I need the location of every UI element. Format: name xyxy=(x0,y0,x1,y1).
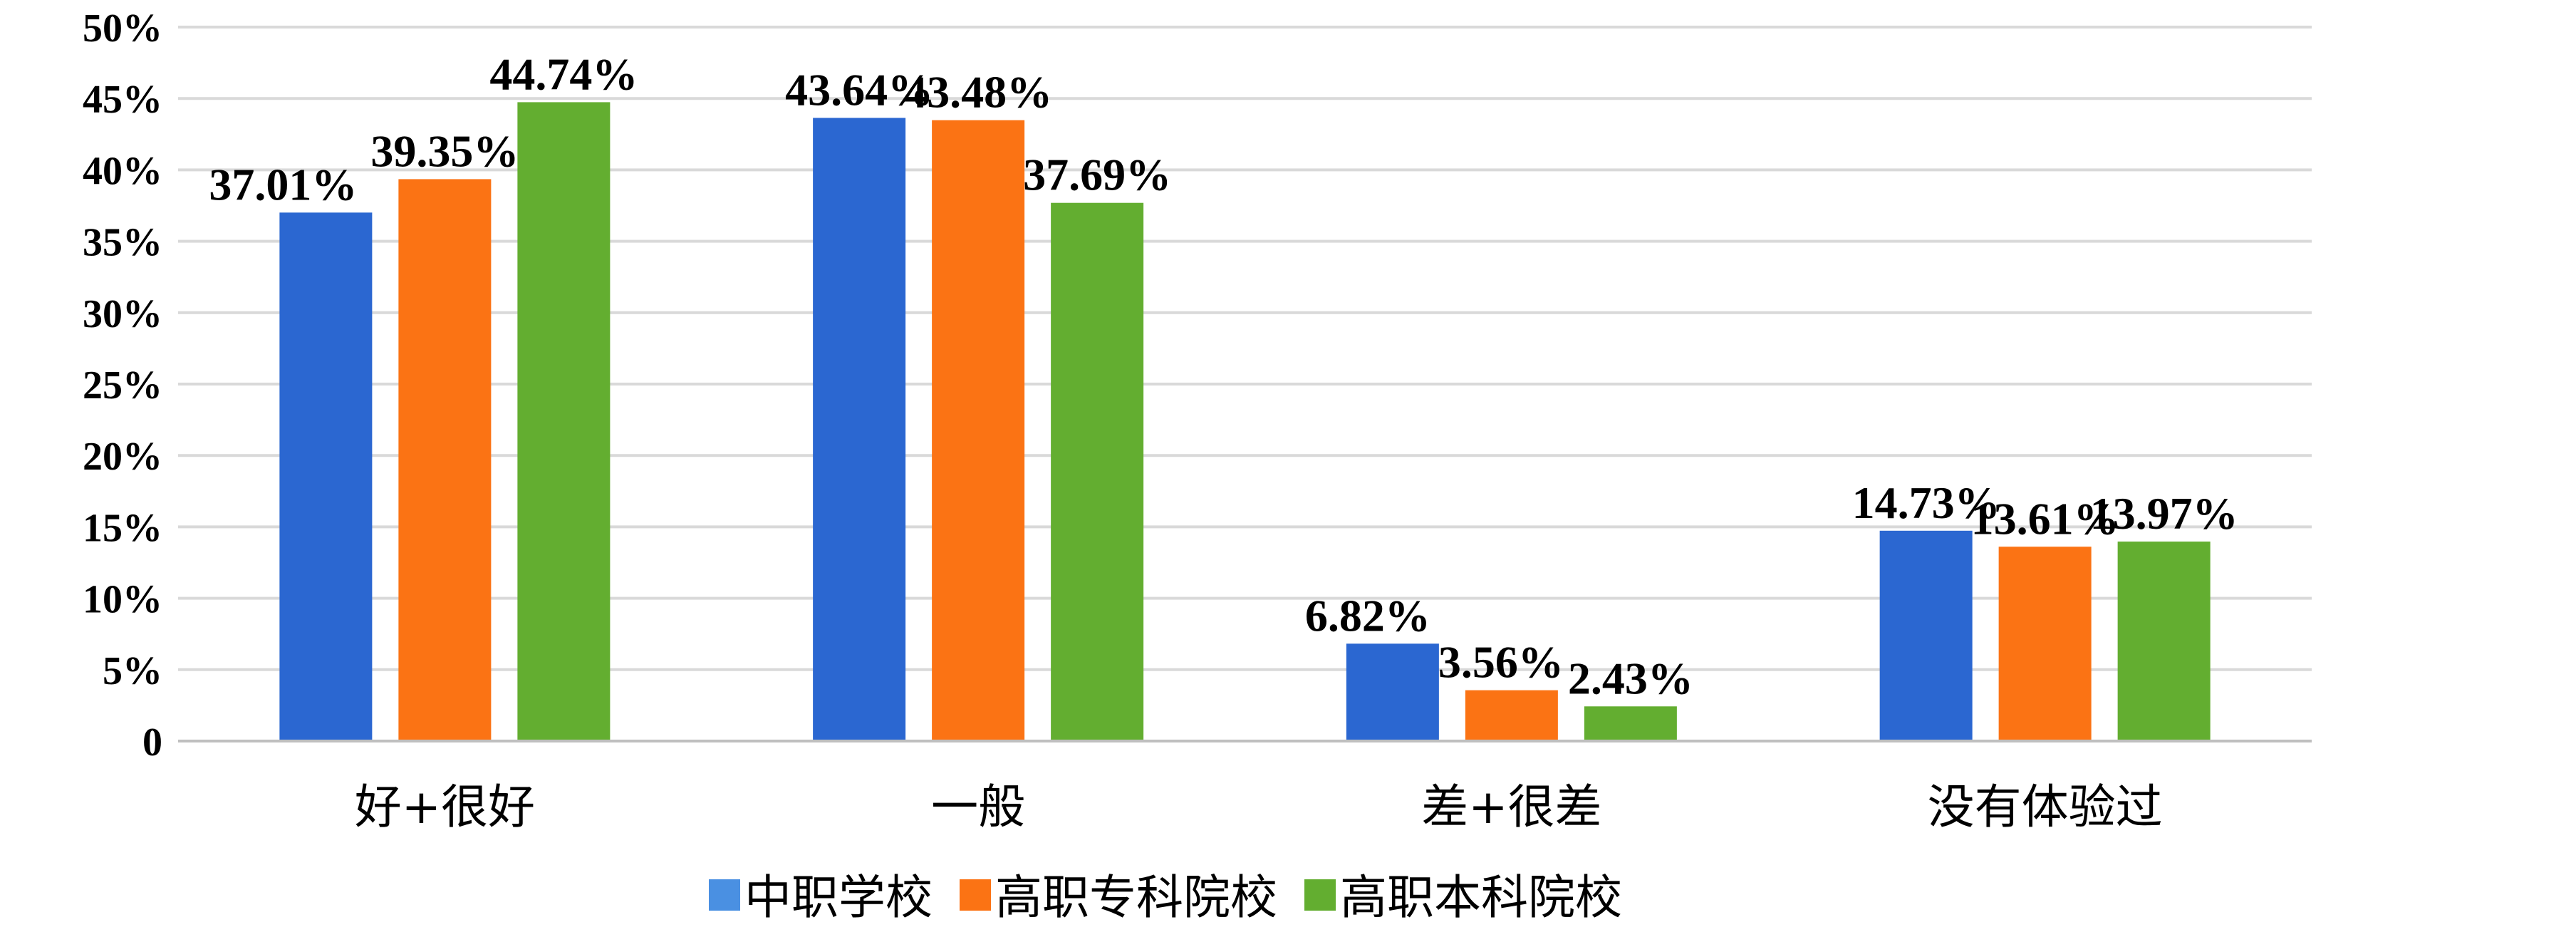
y-tick-label: 45% xyxy=(83,78,162,122)
y-axis: 0 5% 10% 15% 20% 25% 30% 35% 40% 45% 50% xyxy=(83,6,162,765)
legend: 中职学校 高职专科院校 高职本科院校 xyxy=(709,870,1622,925)
legend-label: 高职专科院校 xyxy=(995,870,1277,925)
data-label: 44.74% xyxy=(489,48,638,99)
data-label: 39.35% xyxy=(370,125,519,176)
bar xyxy=(1051,202,1144,742)
bar xyxy=(1465,690,1558,741)
data-label: 13.61% xyxy=(1971,493,2119,544)
y-tick-label: 20% xyxy=(83,435,162,479)
y-tick-label: 10% xyxy=(83,578,162,622)
y-tick-label: 50% xyxy=(83,6,162,51)
y-tick-label: 35% xyxy=(83,221,162,265)
gridlines xyxy=(178,26,2312,671)
y-tick-label: 15% xyxy=(83,506,162,550)
bar xyxy=(1879,530,1973,741)
bar xyxy=(279,212,373,742)
data-label: 14.73% xyxy=(1852,477,2000,528)
y-tick-label: 5% xyxy=(103,649,162,693)
data-label: 43.64% xyxy=(785,64,933,115)
data-label: 37.01% xyxy=(209,159,357,209)
y-tick-label: 25% xyxy=(83,363,162,408)
x-category-label: 一般 xyxy=(931,780,1025,834)
bar xyxy=(813,118,906,741)
legend-swatch xyxy=(960,879,991,911)
x-axis: 好+很好 一般 差+很差 没有体验过 xyxy=(178,740,2312,834)
bar xyxy=(2117,542,2211,741)
x-category-label: 好+很好 xyxy=(355,780,535,834)
y-tick-label: 0 xyxy=(142,720,162,765)
data-label: 37.69% xyxy=(1023,150,1171,200)
bars: 37.01% 39.35% 44.74% 43.64%43.48% 37.69% 6.82… xyxy=(209,48,2238,742)
legend-swatch xyxy=(709,879,740,911)
data-label: 43.48% xyxy=(904,67,1052,118)
bar xyxy=(398,179,492,741)
x-category-label: 差+很差 xyxy=(1421,780,1601,834)
bar xyxy=(1584,706,1677,741)
bar xyxy=(932,120,1025,742)
data-label: 2.43% xyxy=(1568,653,1693,703)
legend-label: 中职学校 xyxy=(744,870,933,925)
data-label: 13.97% xyxy=(2090,488,2238,539)
bar xyxy=(1998,547,2092,741)
y-tick-label: 40% xyxy=(83,149,162,193)
data-label: 6.82% xyxy=(1305,590,1430,641)
legend-label: 高职本科院校 xyxy=(1340,870,1622,925)
legend-swatch xyxy=(1304,879,1336,911)
bar xyxy=(1346,643,1439,741)
y-tick-label: 30% xyxy=(83,292,162,336)
data-label: 3.56% xyxy=(1438,637,1564,688)
bar xyxy=(517,102,611,741)
x-category-label: 没有体验过 xyxy=(1928,780,2163,834)
